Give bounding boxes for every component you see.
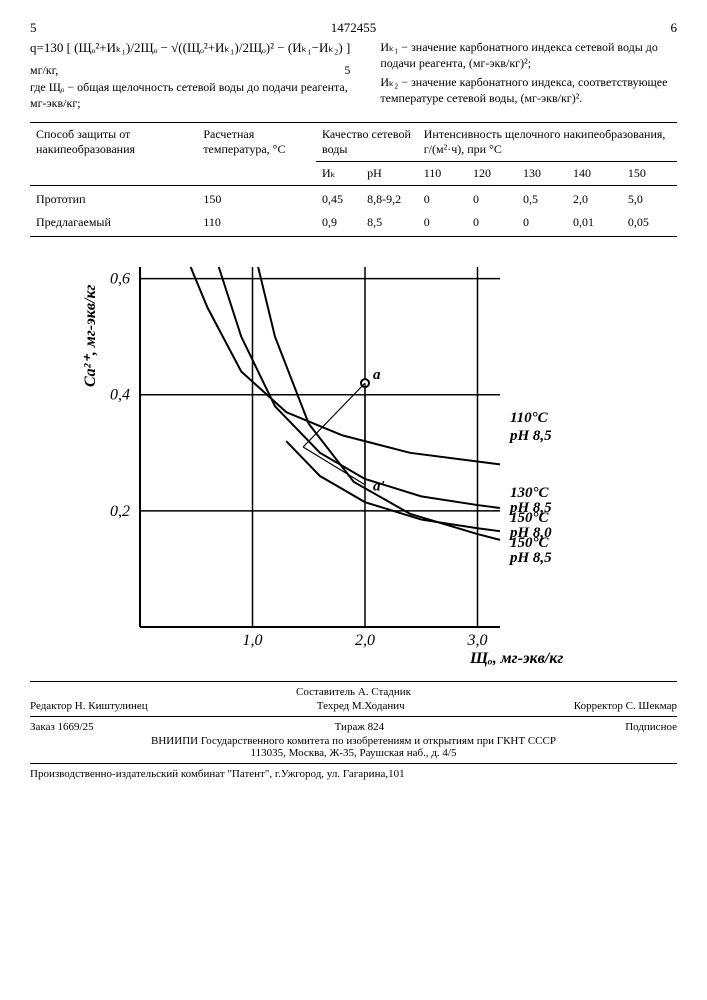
footer: Составитель А. Стадник Редактор Н. Кишту… — [30, 681, 677, 780]
th-130: 130 — [517, 161, 567, 185]
th-120: 120 — [467, 161, 517, 185]
th-method: Способ защиты от накипеобразования — [30, 122, 197, 185]
patent-number: 1472455 — [331, 20, 377, 36]
ik2-def: Иₖ₂ − значение карбонатного индекса, соо… — [380, 75, 677, 106]
techred: Техред М.Ходанич — [317, 700, 405, 712]
svg-text:0,6: 0,6 — [110, 270, 130, 287]
th-ik: Иₖ — [316, 161, 361, 185]
th-140: 140 — [567, 161, 622, 185]
col-left: 5 — [30, 20, 37, 36]
subscript: Подписное — [625, 721, 677, 733]
svg-text:0,2: 0,2 — [110, 503, 130, 520]
th-ph: pH — [361, 161, 418, 185]
data-table: Способ защиты от накипеобразования Расче… — [30, 122, 677, 237]
column-header-row: 5 1472455 6 — [30, 20, 677, 36]
th-intensity: Интенсивность щелочного накипеобразовани… — [418, 122, 677, 161]
org: ВНИИПИ Государственного комитета по изоб… — [30, 735, 677, 747]
editor: Редактор Н. Киштулинец — [30, 700, 148, 712]
svg-text:Щₒ, мг-экв/кг: Щₒ, мг-экв/кг — [469, 650, 563, 667]
svg-text:1,0: 1,0 — [243, 632, 263, 649]
chart-svg: 1,0 2,0 3,0 0,2 0,4 0,6 110°C pH 8,5 130°C pH 8,5… — [70, 247, 610, 667]
definitions-block: q=130 [ (Щₒ²+Иₖ₁)/2Щₒ − √((Щₒ²+Иₖ₁)/2Щₒ)… — [30, 40, 677, 112]
th-quality: Качество сетевой воды — [316, 122, 418, 161]
svg-text:pH 8,5: pH 8,5 — [508, 550, 552, 566]
svg-text:0,4: 0,4 — [110, 386, 130, 403]
svg-text:150°C: 150°C — [510, 510, 549, 526]
th-150: 150 — [622, 161, 677, 185]
printer: Производственно-издательский комбинат "П… — [30, 768, 677, 780]
formula: q=130 [ (Щₒ²+Иₖ₁)/2Щₒ − √((Щₒ²+Иₖ₁)/2Щₒ)… — [30, 40, 350, 57]
right-column: Иₖ₁ − значение карбонатного индекса сете… — [380, 40, 677, 112]
svg-text:3,0: 3,0 — [467, 632, 488, 649]
svg-text:Ca²⁺, мг-экв/кг: Ca²⁺, мг-экв/кг — [82, 284, 99, 387]
corrector: Корректор С. Шекмар — [574, 700, 677, 712]
table-row: Предлагаемый 110 0,9 8,5 0 0 0 0,01 0,05 — [30, 211, 677, 237]
chart: 1,0 2,0 3,0 0,2 0,4 0,6 110°C pH 8,5 130°C pH 8,5… — [70, 247, 677, 671]
th-110: 110 — [418, 161, 467, 185]
svg-text:2,0: 2,0 — [355, 632, 375, 649]
small-5: 5 — [344, 63, 350, 79]
where-clause: где Щₒ − общая щелочность сетевой воды д… — [30, 80, 350, 111]
ik1-def: Иₖ₁ − значение карбонатного индекса сете… — [380, 40, 677, 71]
order: Заказ 1669/25 — [30, 721, 94, 733]
addr: 113035, Москва, Ж-35, Раушская наб., д. … — [30, 747, 677, 759]
formula-units: мг/кг, — [30, 63, 58, 77]
compiler: Составитель А. Стадник — [296, 686, 411, 698]
svg-text:pH 8,5: pH 8,5 — [508, 428, 552, 444]
left-column: q=130 [ (Щₒ²+Иₖ₁)/2Щₒ − √((Щₒ²+Иₖ₁)/2Щₒ)… — [30, 40, 350, 112]
svg-text:a': a' — [373, 478, 385, 494]
th-temp: Расчетная температура, °С — [197, 122, 316, 185]
svg-text:a: a — [373, 367, 381, 383]
svg-text:130°C: 130°C — [510, 485, 549, 501]
col-right: 6 — [671, 20, 678, 36]
svg-text:150°C: 150°C — [510, 535, 549, 551]
table-row: Прототип 150 0,45 8,8-9,2 0 0 0,5 2,0 5,… — [30, 185, 677, 211]
svg-text:110°C: 110°C — [510, 410, 549, 426]
tirazh: Тираж 824 — [335, 721, 385, 733]
